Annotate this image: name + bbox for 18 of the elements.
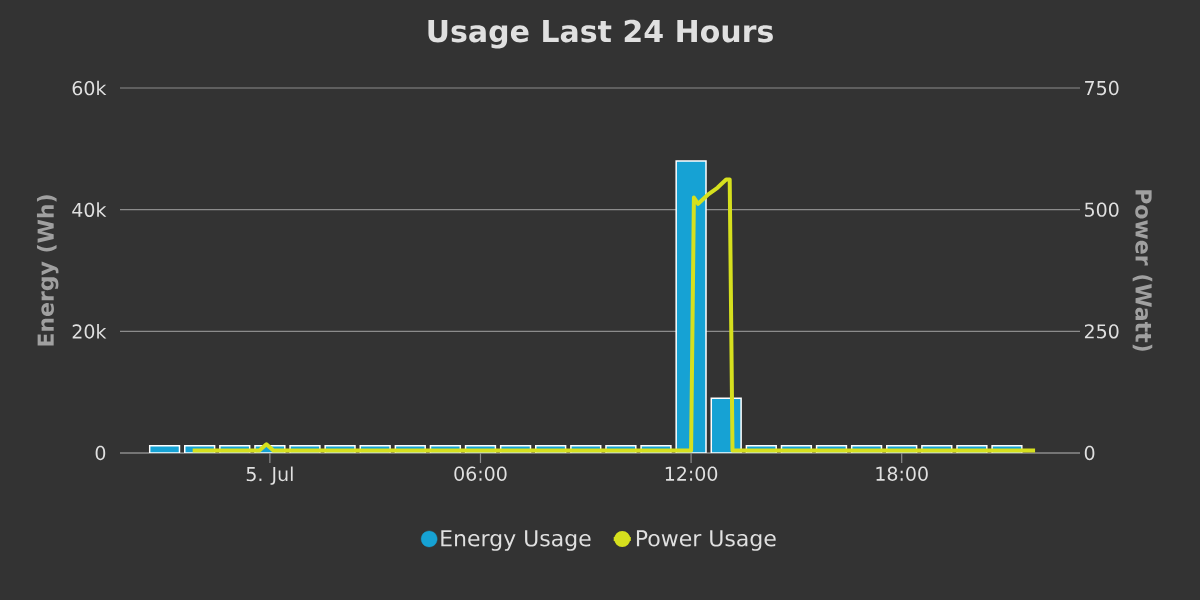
y-axis-title: Energy (Wh) bbox=[36, 195, 59, 346]
x-tick-label: 06:00 bbox=[454, 466, 507, 481]
y-tick-label: 60k bbox=[72, 80, 107, 96]
y-tick-label: 0 bbox=[95, 445, 106, 461]
chart-title: Usage Last 24 Hours bbox=[428, 19, 773, 49]
x-tick-label: 5. Jul bbox=[246, 466, 293, 485]
x-tick-label: 18:00 bbox=[876, 466, 928, 481]
line-series bbox=[190, 177, 1038, 453]
x-tick-label: 12:00 bbox=[665, 466, 718, 481]
legend-label: Power Usage bbox=[636, 530, 776, 551]
y2-tick-label: 250 bbox=[1084, 324, 1119, 339]
y2-tick-label: 0 bbox=[1084, 445, 1095, 461]
y2-tick-label: 500 bbox=[1085, 202, 1119, 217]
y-tick-label: 20k bbox=[72, 323, 107, 339]
y-tick-label: 40k bbox=[72, 202, 107, 218]
y2-axis-title: Power (Watt) bbox=[1132, 190, 1153, 351]
legend-label: Energy Usage bbox=[441, 530, 591, 551]
y2-tick-label: 750 bbox=[1085, 80, 1119, 96]
